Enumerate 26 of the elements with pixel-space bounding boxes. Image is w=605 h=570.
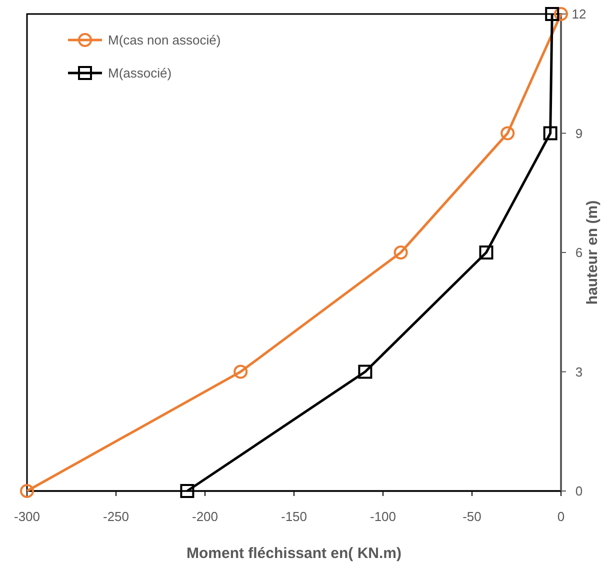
- y-tick-label: 0: [575, 484, 583, 499]
- point: [394, 246, 408, 260]
- x-tick-label: -150: [280, 509, 308, 524]
- x-tick-label: -300: [14, 509, 40, 524]
- legend-label: M(cas non associé): [108, 32, 221, 48]
- y-tick-label: 6: [575, 245, 583, 260]
- point: [543, 126, 558, 140]
- point: [554, 7, 568, 21]
- legend-label: M(associé): [108, 66, 172, 81]
- x-tick-label: -200: [192, 509, 218, 524]
- point: [20, 484, 34, 498]
- point: [500, 126, 515, 140]
- x-tick-label: -100: [370, 509, 396, 524]
- point: [479, 246, 494, 260]
- x-tick-label: 0: [557, 509, 565, 524]
- point: [180, 484, 194, 498]
- y-tick-label: 3: [575, 364, 583, 380]
- point: [358, 364, 372, 379]
- x-tick-label: -50: [462, 509, 482, 524]
- y-axis-title: hauteur en (m): [584, 200, 601, 305]
- point: [234, 364, 248, 379]
- x-tick-label: -250: [102, 509, 130, 524]
- point: [545, 7, 560, 21]
- x-axis-title: Moment fléchissant en( KN.m): [186, 545, 402, 562]
- y-tick-label: 9: [575, 126, 583, 141]
- y-tick-label: 12: [572, 6, 586, 22]
